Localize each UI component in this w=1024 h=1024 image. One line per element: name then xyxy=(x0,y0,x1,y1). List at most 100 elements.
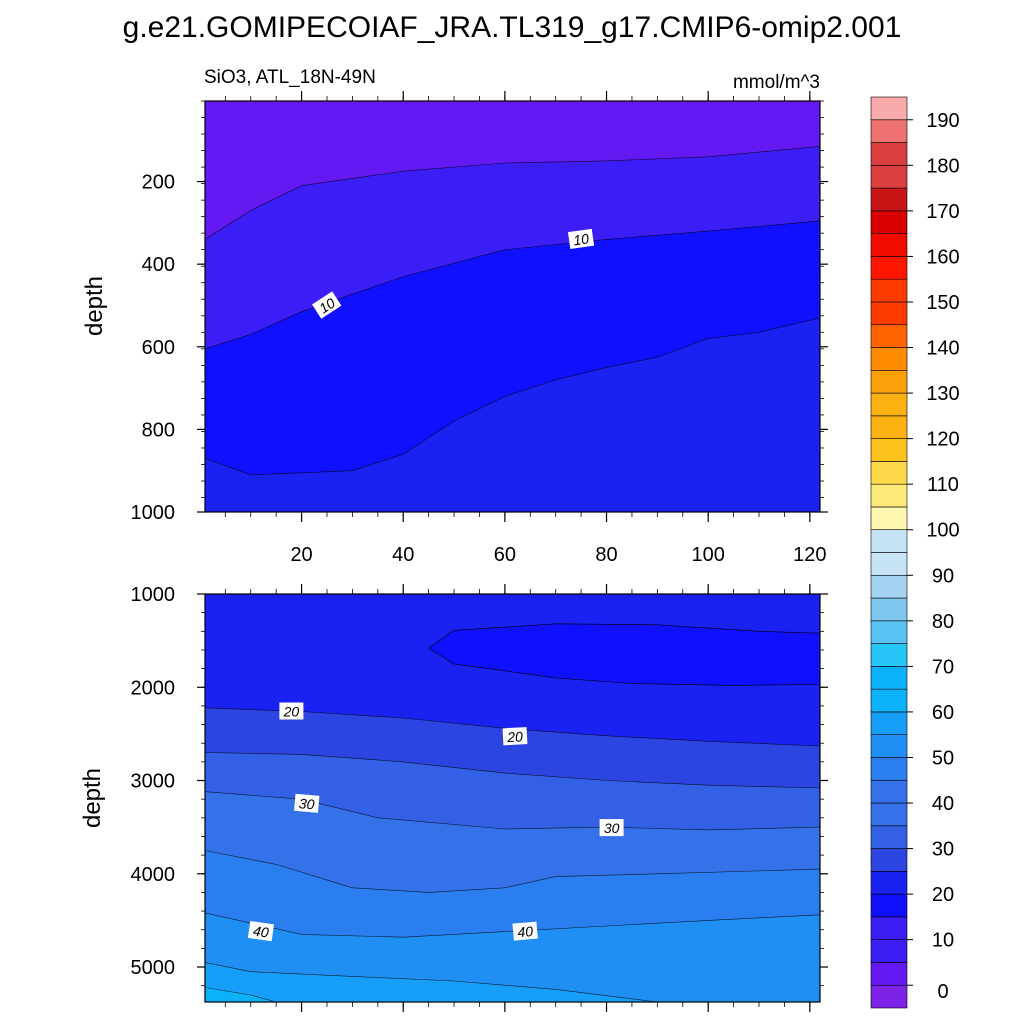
contour-label-text: 20 xyxy=(506,728,524,745)
contour-line xyxy=(205,146,820,240)
contour-line xyxy=(205,317,820,476)
colorbar-tick-label: 160 xyxy=(926,246,959,268)
contour-line xyxy=(205,962,820,1002)
y-tick-label: 3000 xyxy=(131,771,176,793)
contour-band-50 xyxy=(205,987,820,1002)
colorbar-tick-label: 170 xyxy=(926,201,959,223)
colorbar-box xyxy=(870,962,908,986)
contour-band-45 xyxy=(205,962,820,1002)
colorbar-box xyxy=(870,324,908,348)
colorbar-tick-label: 40 xyxy=(932,793,954,815)
contour-label-text: 40 xyxy=(517,923,534,940)
colorbar-box xyxy=(870,984,908,1009)
x-tick-label: 120 xyxy=(793,544,826,566)
colorbar-tick-label: 130 xyxy=(926,383,959,405)
colorbar: 0 10 20 30 40 50 60 70 80 90 100 110 120 130 140 150 160… xyxy=(870,96,960,1009)
contour-label-text: 10 xyxy=(316,294,338,316)
contour-label: 10 xyxy=(312,291,342,319)
chart-title: g.e21.GOMIPECOIAF_JRA.TL319_g17.CMIP6-om… xyxy=(123,11,902,44)
colorbar-box xyxy=(870,893,908,918)
contour-label: 30 xyxy=(294,793,320,813)
upper-contour-panel: 200 400 600 800 1000 20 40 60 80 100 120 10 10 xyxy=(131,91,828,566)
contour-line xyxy=(205,850,820,893)
x-tick-label: 20 xyxy=(290,544,312,566)
y-tick-label: 400 xyxy=(142,254,175,276)
colorbar-box xyxy=(870,210,908,234)
lower-y-axis-label: depth xyxy=(79,768,106,828)
units-label: mmol/m^3 xyxy=(733,72,820,93)
colorbar-box xyxy=(870,233,908,257)
colorbar-box xyxy=(870,96,908,121)
colorbar-tick-label: 50 xyxy=(932,747,954,769)
contour-line xyxy=(205,912,820,938)
colorbar-box xyxy=(870,256,908,280)
plot-frame xyxy=(204,593,821,1003)
colorbar-box xyxy=(870,142,908,166)
contour-pocket xyxy=(428,623,820,686)
colorbar-tick-label: 180 xyxy=(926,155,959,177)
colorbar-box xyxy=(870,483,908,508)
colorbar-tick-label: 90 xyxy=(932,565,954,587)
contour-line xyxy=(205,707,820,747)
y-tick-label: 5000 xyxy=(131,957,176,979)
colorbar-box xyxy=(870,278,908,303)
colorbar-tick-label: 190 xyxy=(926,110,959,132)
colorbar-box xyxy=(870,779,908,804)
colorbar-box xyxy=(870,187,908,212)
x-tick-label: 60 xyxy=(494,544,516,566)
colorbar-tick-label: 110 xyxy=(927,474,959,496)
colorbar-box xyxy=(870,871,908,895)
colorbar-box xyxy=(870,734,908,758)
colorbar-box xyxy=(870,597,908,622)
colorbar-tick-label: 140 xyxy=(926,338,959,360)
contour-label: 10 xyxy=(567,228,595,249)
contour-label: 40 xyxy=(512,921,538,941)
colorbar-box xyxy=(870,848,908,872)
y-tick-label: 1000 xyxy=(131,502,176,524)
colorbar-tick-label: 100 xyxy=(926,520,959,542)
colorbar-tick-label: 0 xyxy=(937,981,948,1003)
variable-label: SiO3, ATL_18N-49N xyxy=(204,67,376,88)
colorbar-box xyxy=(870,620,908,644)
contour-band-15 xyxy=(205,317,820,512)
lower-contour-panel: 1000 2000 3000 4000 5000 20 20 30 30 40 40 xyxy=(131,584,828,1012)
x-tick-label: 40 xyxy=(392,544,414,566)
colorbar-box xyxy=(870,802,908,827)
colorbar-tick-label: 20 xyxy=(932,884,954,906)
contour-label: 20 xyxy=(502,727,528,746)
colorbar-box xyxy=(870,825,908,849)
colorbar-tick-label: 150 xyxy=(926,292,959,314)
colorbar-box xyxy=(870,415,908,439)
colorbar-box xyxy=(870,301,908,326)
colorbar-box xyxy=(870,438,908,462)
x-tick-label: 80 xyxy=(595,544,617,566)
y-tick-label: 1000 xyxy=(131,584,176,606)
colorbar-box xyxy=(870,643,908,667)
contour-line xyxy=(205,220,820,350)
colorbar-box xyxy=(870,939,908,963)
colorbar-tick-label: 120 xyxy=(926,429,959,451)
y-tick-label: 4000 xyxy=(131,864,176,886)
contour-label-text: 30 xyxy=(298,795,315,812)
colorbar-box xyxy=(870,392,908,417)
contour-line xyxy=(205,752,820,789)
contour-label-text: 40 xyxy=(252,923,270,941)
contour-label: 30 xyxy=(599,819,624,837)
upper-y-axis-label: depth xyxy=(81,276,108,336)
contour-line xyxy=(205,987,820,1002)
y-tick-label: 800 xyxy=(142,419,175,441)
colorbar-box xyxy=(870,916,908,940)
contour-label: 20 xyxy=(279,702,304,720)
contour-line xyxy=(205,791,820,831)
colorbar-tick-label: 80 xyxy=(932,611,954,633)
colorbar-tick-label: 30 xyxy=(932,839,954,861)
plot-frame xyxy=(204,100,821,513)
colorbar-box xyxy=(870,757,908,781)
colorbar-box xyxy=(870,506,908,531)
contour-label-text: 10 xyxy=(572,230,590,248)
y-tick-label: 2000 xyxy=(131,677,176,699)
colorbar-tick-label: 70 xyxy=(932,656,954,678)
contour-label: 40 xyxy=(247,921,275,942)
colorbar-box xyxy=(870,119,908,143)
